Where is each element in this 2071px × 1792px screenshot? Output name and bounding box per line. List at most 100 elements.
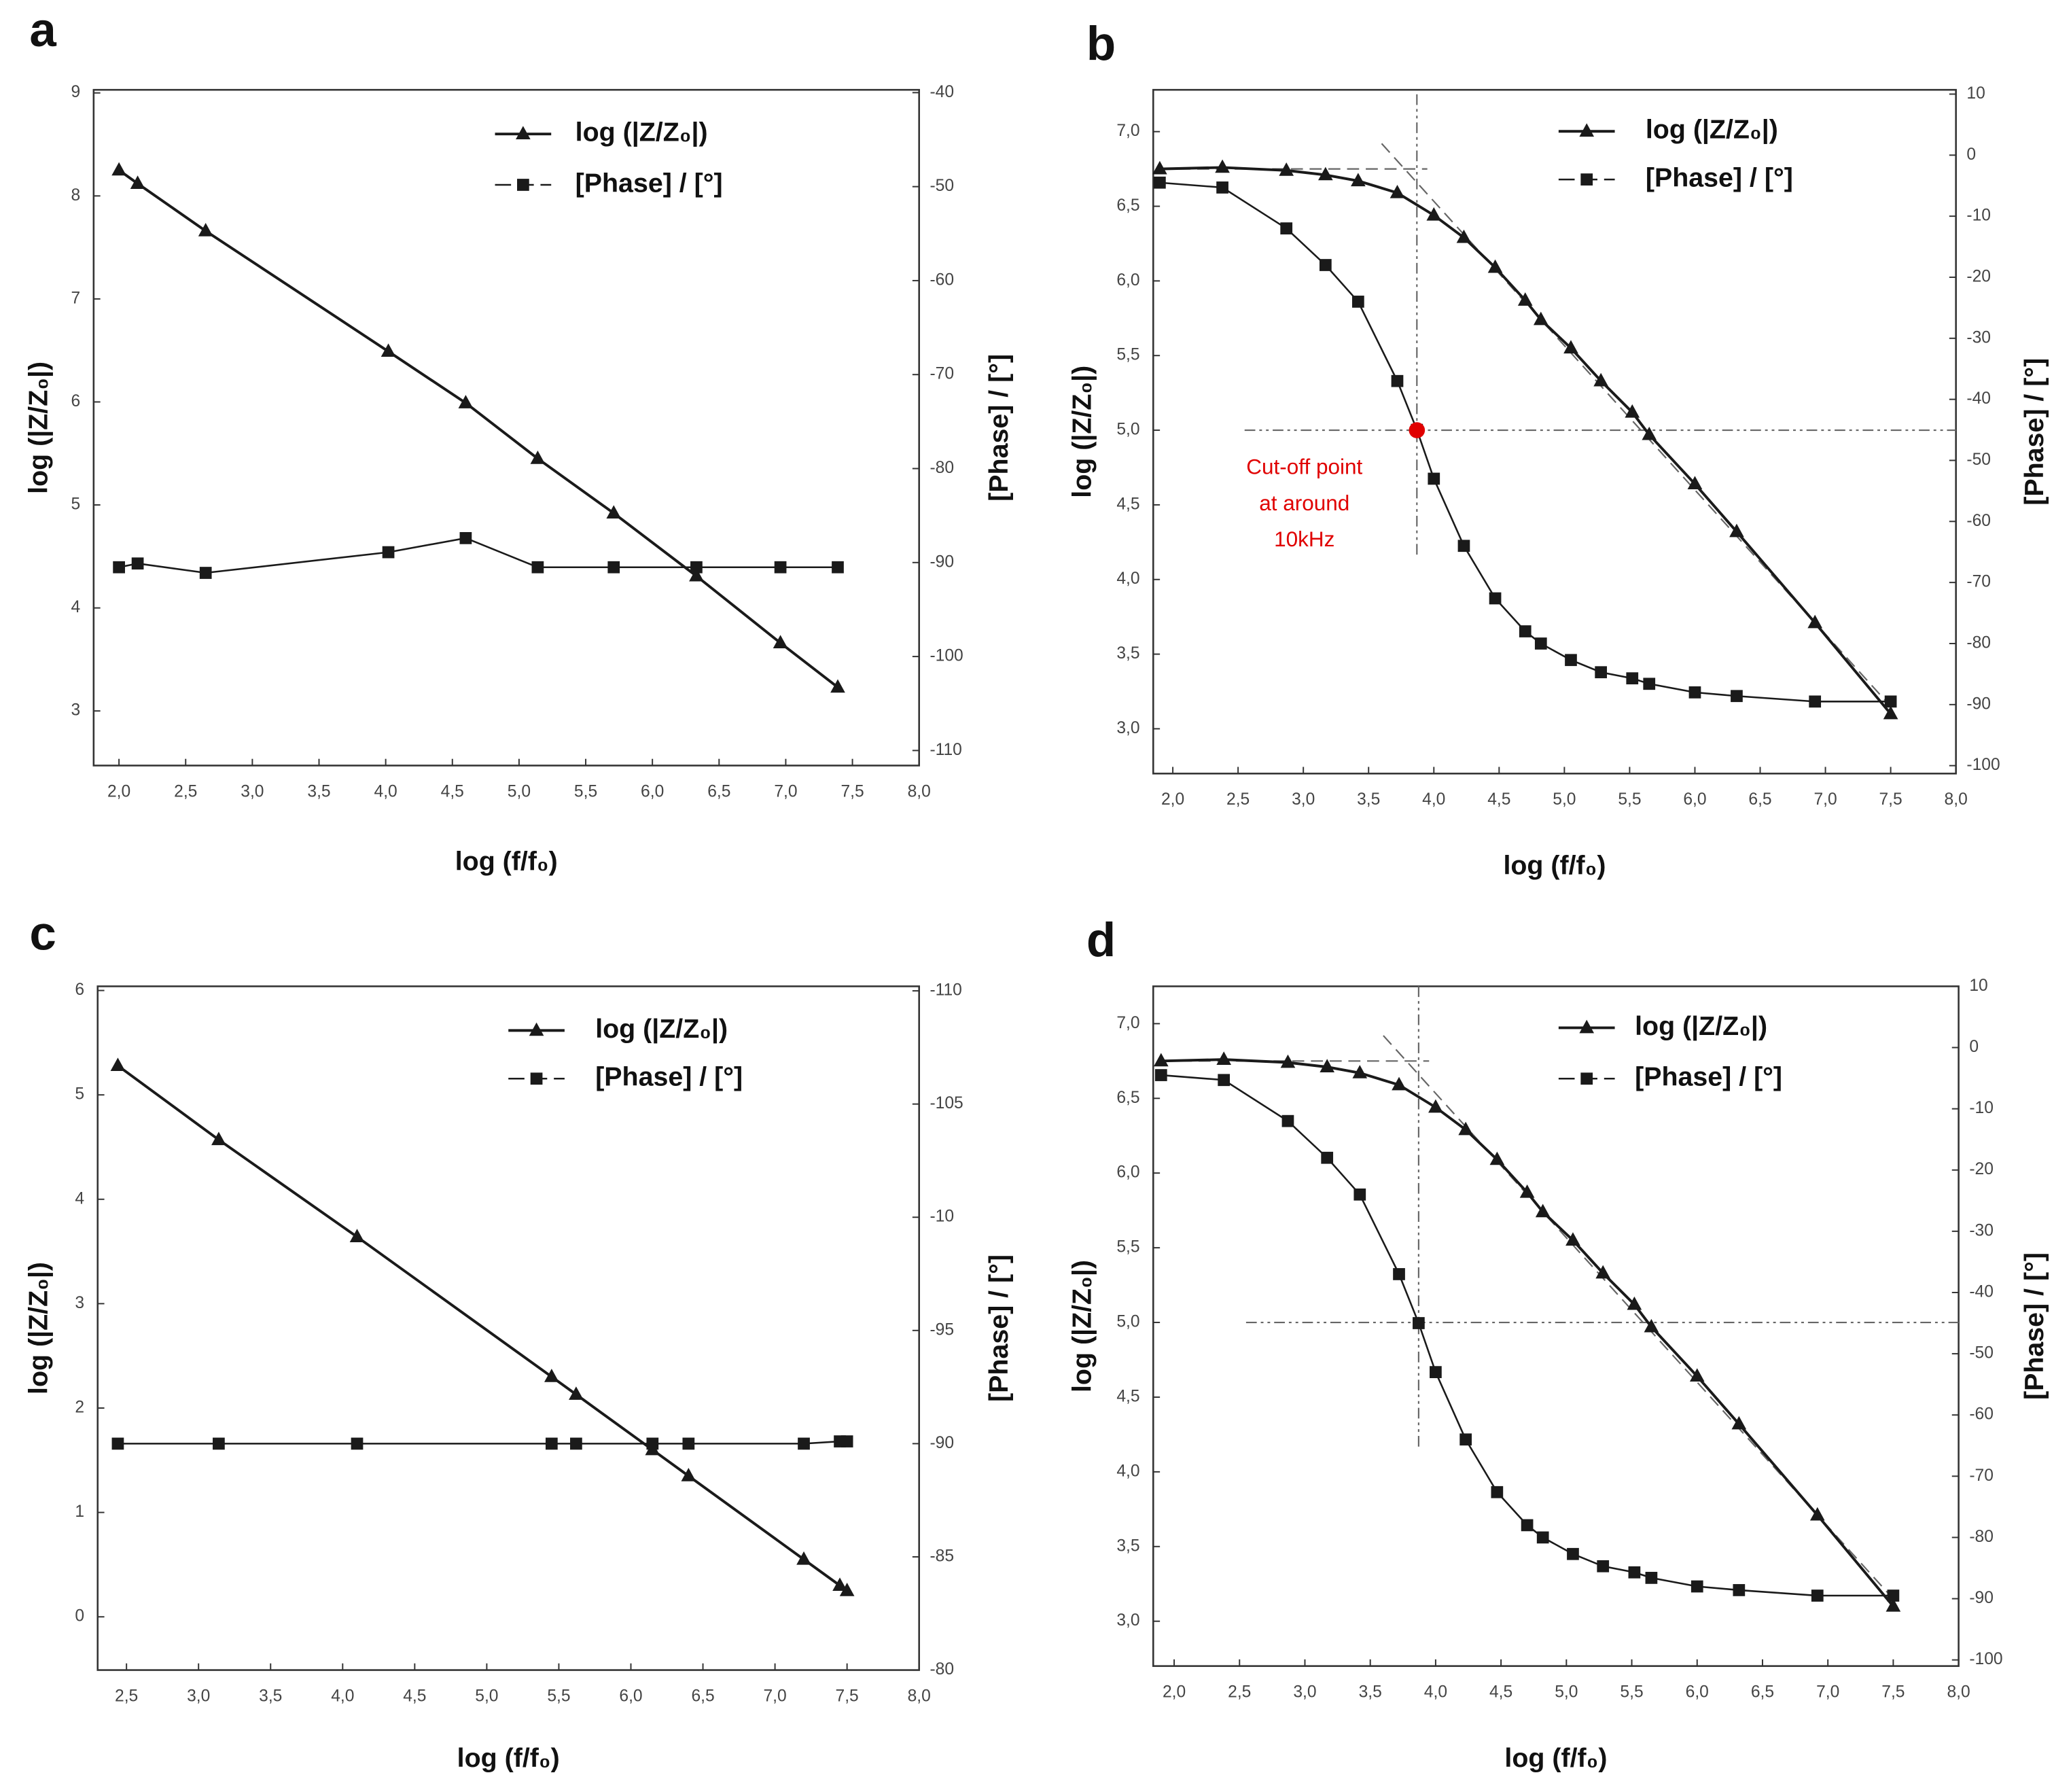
panel: d 2,0 2,5 3,0 3,5 4,0 4,5 5,0 5,5 6,0 6,5 7,0 7,5 8,0…	[1067, 913, 2049, 1773]
triangle-marker	[569, 1386, 584, 1400]
square-marker	[1536, 1531, 1549, 1544]
square-marker	[530, 1072, 543, 1085]
plot-frame	[1152, 88, 1957, 775]
triangle-marker	[689, 567, 704, 582]
x-tick-label: 6,0	[641, 782, 664, 801]
square-marker	[1887, 1589, 1900, 1602]
triangle-marker	[1517, 292, 1533, 306]
annotation: Cut-off point	[1246, 455, 1362, 479]
y-tick-label: 8	[71, 186, 80, 205]
x-tick-label: 3,0	[1292, 790, 1315, 809]
y2-tick-label: -100	[1969, 1650, 2002, 1668]
square-marker	[1565, 654, 1577, 667]
y-tick-label: 6,5	[1116, 1089, 1139, 1107]
x-tick-label: 5,0	[475, 1687, 498, 1705]
square-marker	[1733, 1584, 1746, 1596]
y2-tick-label: 10	[1966, 84, 1985, 103]
triangle-marker	[1279, 162, 1294, 176]
x-tick-label: 6,0	[1686, 1683, 1709, 1702]
y-tick-label: 5,5	[1116, 346, 1139, 364]
triangle-marker	[1280, 1054, 1296, 1068]
x-tick-label: 4,0	[1424, 1683, 1447, 1702]
x-tick-label: 4,0	[1422, 790, 1445, 809]
triangle-marker	[681, 1468, 696, 1481]
square-marker	[774, 561, 787, 574]
y-tick-label: 4	[71, 598, 80, 616]
y-axis-label: log (|Z/Z₀|)	[1067, 1260, 1097, 1392]
series-line	[118, 169, 839, 688]
triangle-marker	[1579, 123, 1595, 137]
x-tick-label: 5,5	[547, 1687, 570, 1705]
triangle-marker	[1392, 1076, 1406, 1091]
square-marker	[1645, 1572, 1658, 1584]
x-tick-label: 6,5	[691, 1687, 714, 1705]
legend-label: [Phase] / [°]	[576, 168, 723, 198]
square-marker	[1218, 1074, 1231, 1087]
y2-tick-label: -20	[1969, 1160, 1994, 1178]
annotation: 10kHz	[1274, 527, 1334, 551]
y2-tick-label: -50	[930, 177, 954, 195]
x-tick-label: 5,5	[574, 782, 597, 801]
y2-axis-label: [Phase] / [°]	[984, 1254, 1014, 1402]
triangle-marker	[839, 1583, 855, 1596]
triangle-marker	[1318, 166, 1333, 181]
x-tick-label: 8,0	[1947, 1683, 1970, 1702]
square-marker	[1580, 1072, 1593, 1085]
x-tick-label: 2,5	[1228, 1683, 1251, 1702]
square-marker	[1595, 666, 1608, 679]
x-tick-label: 4,0	[374, 782, 397, 801]
triangle-marker	[516, 126, 531, 140]
y-tick-label: 6	[75, 981, 84, 999]
y2-tick-label: -100	[930, 647, 963, 665]
y2-axis-label: [Phase] / [°]	[984, 354, 1014, 502]
square-marker	[545, 1437, 558, 1450]
y-tick-label: 3	[75, 1294, 84, 1312]
triangle-marker	[349, 1229, 365, 1242]
panel-letter: c	[29, 907, 56, 960]
square-marker	[1626, 672, 1639, 685]
triangle-marker	[1883, 705, 1898, 720]
x-tick-label: 3,0	[1293, 1683, 1316, 1702]
y2-tick-label: -90	[930, 552, 954, 571]
triangle-marker	[1627, 1296, 1642, 1310]
y-tick-label: 4,5	[1116, 495, 1139, 513]
square-marker	[607, 561, 620, 574]
square-marker	[1319, 259, 1332, 271]
y2-tick-label: -80	[930, 1660, 954, 1679]
triangle-marker	[1595, 1265, 1611, 1279]
y-tick-label: 5	[71, 495, 80, 514]
square-marker	[690, 561, 703, 574]
x-tick-label: 5,5	[1620, 1683, 1643, 1702]
y2-tick-label: -80	[1969, 1528, 1994, 1546]
y-tick-label: 7	[71, 289, 80, 307]
square-marker	[111, 1437, 124, 1450]
x-tick-label: 3,5	[1359, 1683, 1382, 1702]
triangle-marker	[1519, 1184, 1535, 1198]
y-tick-label: 2	[75, 1398, 84, 1416]
plot-frame	[1152, 985, 1960, 1667]
y2-tick-label: -90	[930, 1434, 954, 1452]
square-marker	[1628, 1566, 1641, 1579]
y2-tick-label: -95	[930, 1320, 954, 1339]
triangle-marker	[1565, 1232, 1580, 1246]
x-tick-label: 7,0	[1816, 1683, 1839, 1702]
x-tick-label: 4,5	[1487, 790, 1510, 809]
annotation: at around	[1259, 491, 1349, 515]
y-tick-label: 3,5	[1116, 1536, 1139, 1555]
y-tick-label: 3,5	[1116, 644, 1139, 663]
square-marker	[646, 1437, 659, 1450]
y2-tick-label: -10	[1969, 1099, 1994, 1117]
triangle-marker	[1579, 1019, 1595, 1034]
legend-label: log (|Z/Z₀|)	[1646, 115, 1778, 145]
x-tick-label: 8,0	[908, 1687, 931, 1705]
y2-tick-label: -30	[1966, 328, 1991, 347]
triangle-marker	[1352, 1065, 1368, 1078]
y-tick-label: 7,0	[1116, 122, 1139, 140]
triangle-marker	[530, 451, 546, 464]
y2-tick-label: -70	[1969, 1466, 1994, 1485]
x-tick-label: 3,5	[1357, 790, 1380, 809]
y2-tick-label: -90	[1969, 1589, 1994, 1607]
x-tick-label: 5,0	[1553, 790, 1576, 809]
panel: b 2,0 2,5 3,0 3,5 4,0 4,5 5,0 5,5 6,0 6,5 7,0 7,5 8,0…	[1067, 17, 2049, 881]
